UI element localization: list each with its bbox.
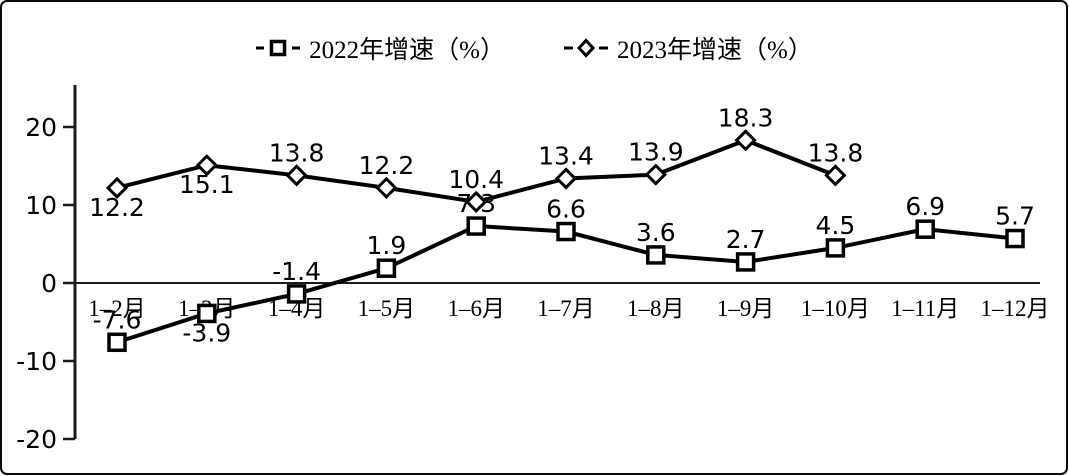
square-marker: [646, 245, 666, 265]
square-marker: [197, 303, 217, 324]
y-tick-label: 10: [25, 191, 57, 220]
data-label: 1.9: [367, 231, 407, 260]
x-axis-label: 1–9月: [717, 296, 775, 321]
diamond-marker: [824, 164, 847, 187]
data-label: -1.4: [272, 257, 321, 286]
diamond-marker: [105, 176, 129, 199]
data-label: 3.6: [636, 218, 676, 247]
square-marker: [286, 284, 307, 304]
diamond-marker: [734, 129, 757, 152]
diamond-marker: [285, 164, 308, 187]
square-marker: [825, 238, 846, 258]
legend-square-marker-icon: [256, 39, 301, 57]
data-label: 6.9: [905, 192, 945, 221]
y-tick-label: 20: [25, 113, 57, 142]
data-label: 12.2: [359, 151, 415, 180]
x-axis-label: 1–7月: [537, 296, 595, 321]
x-axis-label: 1–5月: [358, 296, 416, 321]
square-marker: [107, 332, 127, 353]
y-tick-label: 0: [41, 269, 57, 298]
x-axis-label: 1–8月: [627, 296, 685, 321]
y-tick-label: -10: [16, 347, 57, 376]
square-marker: [376, 258, 397, 278]
legend-item-2023: 2023年增速（%）: [563, 30, 813, 66]
data-label: 2.7: [726, 225, 766, 254]
data-label: 13.9: [628, 138, 684, 167]
diamond-marker: [554, 167, 578, 190]
legend-item-2022: 2022年增速（%）: [255, 30, 505, 66]
data-label: 6.6: [546, 195, 586, 224]
data-label: 13.4: [538, 141, 594, 170]
data-label: 4.5: [816, 211, 856, 240]
x-axis-label: 1–2月: [88, 296, 146, 321]
x-axis-label: 1–12月: [981, 296, 1050, 321]
diamond-marker: [375, 176, 398, 199]
diamond-marker: [644, 163, 667, 186]
diamond-marker: [465, 190, 488, 214]
data-label: 10.4: [448, 165, 504, 194]
square-marker: [1005, 228, 1025, 249]
legend-diamond-marker-icon: [564, 38, 608, 58]
square-marker: [915, 219, 935, 239]
square-marker: [556, 221, 576, 242]
legend-label-2023: 2023年增速（%）: [617, 37, 813, 64]
x-axis-label: 1–10月: [801, 296, 870, 321]
diamond-marker: [195, 154, 218, 177]
square-marker: [735, 252, 756, 272]
x-axis-label: 1–11月: [891, 296, 959, 321]
data-label: -7.6: [93, 305, 142, 334]
x-axis-label: 1–6月: [447, 296, 505, 321]
data-label: 18.3: [718, 103, 774, 132]
y-tick-label: -20: [16, 425, 57, 454]
data-label: 5.7: [995, 202, 1035, 231]
data-label: -3.9: [182, 318, 231, 347]
data-label: 13.8: [808, 138, 864, 167]
legend-label-2022: 2022年增速（%）: [309, 37, 505, 64]
series-line-2022: [116, 224, 1016, 345]
data-label: 13.8: [269, 138, 325, 167]
square-marker: [466, 216, 486, 236]
legend: 2022年增速（%） 2023年增速（%）: [2, 30, 1066, 66]
